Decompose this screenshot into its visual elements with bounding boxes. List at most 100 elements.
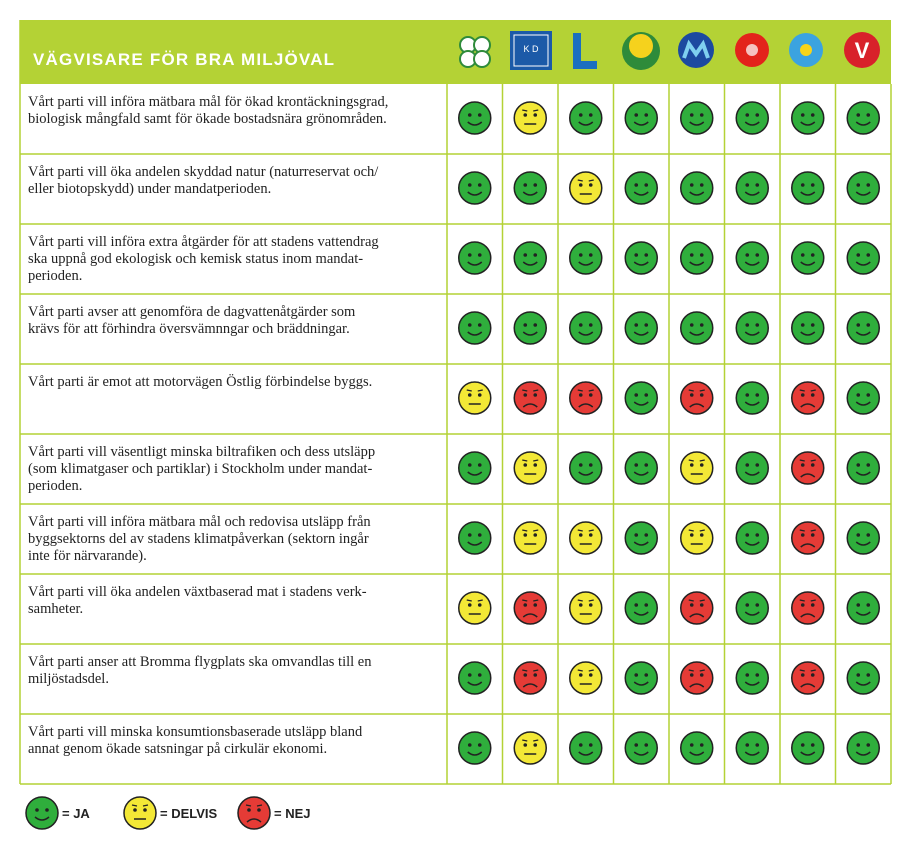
mouth: [467, 681, 483, 686]
rating-face: [791, 241, 825, 275]
rating-face: [735, 101, 769, 135]
eye: [866, 463, 871, 467]
face-circle: [237, 796, 271, 830]
eye: [578, 533, 583, 537]
rating-face: [624, 731, 658, 765]
mouth: [246, 818, 262, 823]
rating-face: [624, 241, 658, 275]
eye: [644, 183, 649, 187]
eye: [523, 323, 528, 327]
rating-face: [458, 731, 492, 765]
eye: [866, 183, 871, 187]
eye: [699, 393, 704, 397]
statement: Vårt parti vill införa extra åtgärder fö…: [28, 234, 379, 284]
mouth: [522, 261, 538, 266]
eye: [634, 183, 639, 187]
statement-line: miljöstadsdel.: [28, 671, 109, 687]
mouth: [689, 261, 705, 266]
brow: [131, 804, 138, 807]
eye: [588, 533, 593, 537]
mouth: [633, 261, 649, 266]
eye: [588, 673, 593, 677]
face-circle: [735, 241, 769, 275]
rating-face: [846, 591, 880, 625]
face-circle: [513, 591, 547, 625]
eye: [588, 323, 593, 327]
statement: Vårt parti vill öka andelen växtbaserad …: [28, 584, 367, 617]
brow: [522, 459, 528, 462]
rating-face: [569, 311, 603, 345]
eye: [810, 323, 815, 327]
face-circle: [791, 311, 825, 345]
face-circle: [513, 101, 547, 135]
mouth: [633, 751, 649, 756]
eye: [810, 393, 815, 397]
mouth: [467, 751, 483, 756]
eye: [856, 393, 861, 397]
rating-face: [791, 521, 825, 555]
mouth: [578, 751, 594, 756]
face-circle: [791, 241, 825, 275]
eye: [689, 113, 694, 117]
statement-line: (som klimatgaser och partiklar) i Stockh…: [28, 461, 372, 477]
eye: [578, 743, 583, 747]
face-circle: [735, 521, 769, 555]
rating-face: [624, 101, 658, 135]
rating-face: [569, 451, 603, 485]
mouth: [633, 541, 649, 546]
mouth: [800, 191, 816, 196]
party-logos: K D V: [459, 31, 880, 70]
eye: [467, 463, 472, 467]
eye: [523, 603, 528, 607]
mouth: [578, 471, 594, 476]
logo-sd: [789, 33, 823, 67]
mouth: [578, 331, 594, 336]
eye: [467, 113, 472, 117]
rating-face: [624, 451, 658, 485]
face-circle: [569, 311, 603, 345]
rating-face: [791, 591, 825, 625]
rating-face: [846, 381, 880, 415]
rating-face: [680, 241, 714, 275]
rating-face: [846, 101, 880, 135]
rating-face: [569, 731, 603, 765]
face-circle: [458, 381, 492, 415]
rating-face: [680, 521, 714, 555]
face-circle: [680, 241, 714, 275]
eye: [588, 603, 593, 607]
face-circle: [569, 731, 603, 765]
face-circle: [25, 796, 59, 830]
mouth: [744, 471, 760, 476]
eye: [523, 393, 528, 397]
eye: [523, 183, 528, 187]
statement: Vårt parti avser att genomföra de dagvat…: [28, 304, 356, 337]
rating-face: [458, 591, 492, 625]
mouth: [689, 751, 705, 756]
brow: [477, 389, 483, 392]
statement-line: biologisk mångfald samt för ökade bostad…: [28, 111, 387, 127]
mouth: [522, 683, 538, 688]
mouth: [578, 261, 594, 266]
mouth: [689, 121, 705, 126]
rating-face: [569, 661, 603, 695]
mouth: [689, 683, 705, 688]
rating-face: [513, 731, 547, 765]
face-circle: [680, 311, 714, 345]
face-circle: [458, 591, 492, 625]
statement: Vårt parti vill införa mätbara mål och r…: [28, 514, 371, 564]
eye: [810, 533, 815, 537]
face-circle: [735, 591, 769, 625]
brow: [688, 599, 694, 602]
rating-face: [624, 661, 658, 695]
eye: [755, 673, 760, 677]
eye: [866, 533, 871, 537]
rating-face: [624, 171, 658, 205]
mouth: [633, 191, 649, 196]
eye: [810, 183, 815, 187]
eye: [699, 603, 704, 607]
eye: [644, 533, 649, 537]
eye: [800, 183, 805, 187]
eye: [800, 323, 805, 327]
eye: [800, 393, 805, 397]
